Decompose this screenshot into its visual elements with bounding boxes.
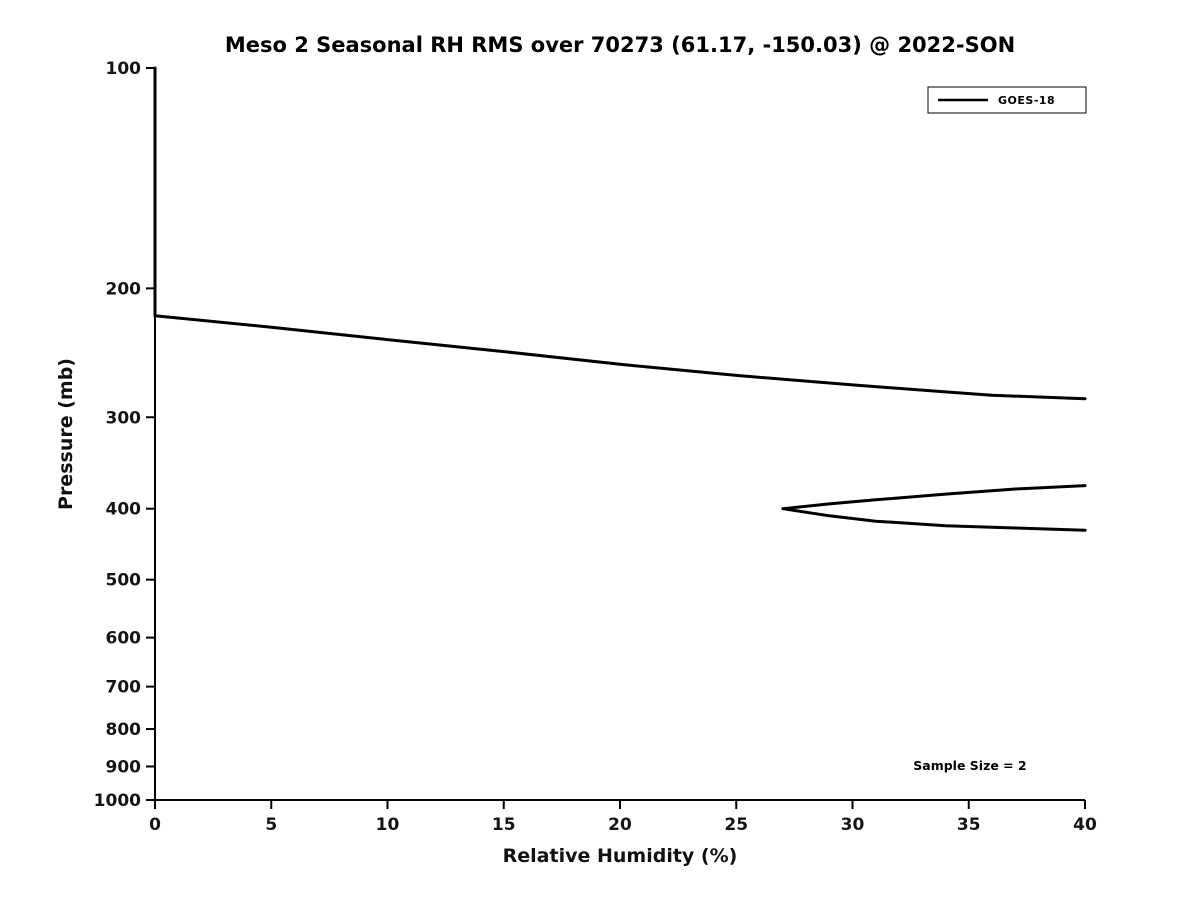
x-tick-label: 40 — [1073, 815, 1097, 835]
x-tick-label: 20 — [608, 815, 632, 835]
series-line-goes-18 — [781, 484, 1087, 532]
y-tick-label: 500 — [106, 571, 142, 591]
x-axis-label: Relative Humidity (%) — [503, 845, 738, 867]
x-tick-label: 30 — [841, 815, 865, 835]
y-tick-label: 600 — [106, 629, 142, 649]
legend-entry-label: GOES-18 — [998, 94, 1055, 107]
y-axis-label: Pressure (mb) — [55, 358, 77, 510]
y-tick-label: 1000 — [94, 791, 141, 811]
x-tick-label: 25 — [724, 815, 748, 835]
x-tick-label: 10 — [376, 815, 400, 835]
x-tick-label: 15 — [492, 815, 516, 835]
legend: GOES-18 — [927, 86, 1087, 114]
chart-title: Meso 2 Seasonal RH RMS over 70273 (61.17… — [225, 33, 1015, 57]
y-tick-label: 300 — [106, 408, 142, 428]
y-tick-label: 700 — [106, 678, 142, 698]
y-tick-label: 800 — [106, 720, 142, 740]
y-tick-label: 200 — [106, 279, 142, 299]
x-tick-label: 35 — [957, 815, 981, 835]
series-line-goes-18 — [153, 66, 1087, 401]
sample-size-annotation: Sample Size = 2 — [913, 758, 1026, 773]
x-tick-label: 5 — [265, 815, 277, 835]
x-tick-label: 0 — [149, 815, 161, 835]
y-tick-label: 100 — [106, 59, 142, 79]
y-tick-label: 400 — [106, 500, 142, 520]
y-tick-label: 900 — [106, 758, 142, 778]
plot-area: 0 5 10 15 20 25 30 35 40 100 200 300 400 500 600 700 800… — [94, 59, 1097, 835]
